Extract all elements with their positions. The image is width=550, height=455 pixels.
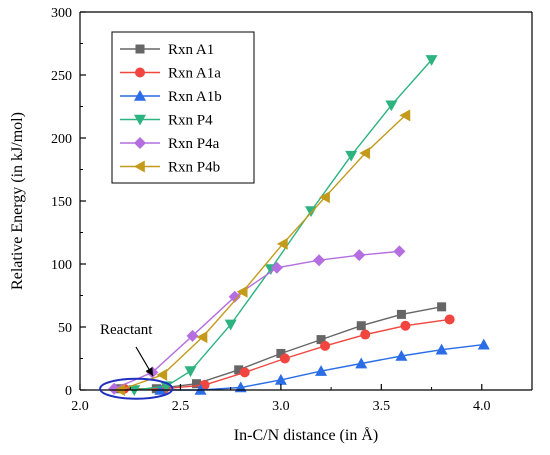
legend-swatch-marker [134, 160, 145, 173]
data-point-rxn-p4 [345, 150, 358, 162]
data-point-rxn-p4b [196, 331, 208, 344]
data-point-rxn-p4a [108, 382, 121, 395]
legend-label: Rxn P4b [168, 160, 220, 176]
legend-item-rxn-a1: Rxn A1 [120, 42, 214, 58]
y-tick-label: 100 [51, 258, 72, 273]
series-line-rxn-p4a [113, 250, 400, 390]
data-point-rxn-a1a [360, 329, 371, 340]
data-point-rxn-a1b [355, 357, 368, 369]
data-point-rxn-a1b [274, 373, 287, 385]
data-point-rxn-p4a [270, 261, 283, 274]
data-point-rxn-a1b [435, 343, 448, 355]
data-point-rxn-a1 [316, 335, 326, 345]
reactant-label: Reactant [100, 322, 153, 338]
series-line-rxn-p4b [119, 114, 406, 391]
data-point-rxn-a1 [396, 309, 406, 319]
data-point-rxn-a1a [400, 320, 411, 331]
data-point-rxn-p4 [385, 100, 398, 112]
legend-swatch-marker [134, 137, 146, 149]
legend-swatch-marker [134, 90, 146, 101]
series-rxn-p4a [108, 245, 406, 395]
reactant-arrowhead [145, 367, 153, 376]
data-point-rxn-p4b [276, 237, 288, 250]
data-point-rxn-a1 [437, 302, 447, 312]
legend-swatch-marker [135, 44, 145, 54]
series-rxn-p4 [128, 55, 438, 396]
x-tick-label: 2.0 [71, 399, 89, 414]
legend-item-rxn-a1a: Rxn A1a [120, 66, 221, 82]
legend-item-rxn-a1b: Rxn A1b [120, 89, 222, 105]
x-tick-label: 3.5 [373, 399, 391, 414]
data-point-rxn-a1 [356, 321, 366, 331]
y-tick-label: 300 [51, 6, 72, 21]
data-point-rxn-a1 [192, 379, 202, 389]
data-point-rxn-p4b [399, 109, 411, 122]
data-point-rxn-p4 [224, 319, 237, 331]
legend-swatch-marker [135, 67, 145, 78]
data-point-rxn-a1a [444, 314, 455, 325]
x-tick-label: 4.0 [473, 399, 491, 414]
data-point-rxn-p4b [319, 191, 330, 204]
data-point-rxn-a1a [239, 367, 250, 378]
legend: Rxn A1 Rxn A1a Rxn A1b Rxn P4 Rxn P4a Rxn P4b [111, 31, 255, 184]
reactant-ellipse [99, 377, 174, 400]
reactant-annotation: Reactant [99, 322, 174, 400]
data-point-rxn-p4a [228, 290, 241, 303]
data-point-rxn-a1b [315, 365, 328, 376]
x-axis-title: In-C/N distance (in Å) [234, 426, 378, 444]
data-point-rxn-p4 [184, 366, 197, 378]
data-point-rxn-a1a [320, 340, 331, 351]
data-point-rxn-p4b [156, 368, 168, 381]
legend-label: Rxn A1 [168, 42, 214, 58]
y-tick-label: 50 [58, 321, 72, 336]
y-tick-label: 150 [51, 195, 72, 210]
data-point-rxn-p4 [425, 55, 438, 66]
y-axis-title: Relative Energy (in kJ/mol) [9, 112, 26, 290]
series-rxn-a1b [154, 338, 490, 395]
legend-label: Rxn P4 [168, 113, 213, 129]
legend-label: Rxn A1a [168, 66, 221, 82]
legend-item-rxn-p4b: Rxn P4b [120, 160, 220, 176]
data-point-rxn-p4b [359, 147, 371, 160]
legend-box [111, 31, 255, 184]
plot-data-layer [108, 55, 490, 396]
data-point-rxn-p4b [236, 285, 248, 298]
legend-item-rxn-p4a: Rxn P4a [120, 136, 220, 152]
y-tick-label: 200 [51, 132, 72, 147]
data-point-rxn-p4a [393, 245, 406, 258]
data-point-rxn-a1 [234, 365, 244, 375]
data-point-rxn-p4a [186, 329, 199, 342]
data-point-rxn-a1a [279, 353, 290, 364]
data-point-rxn-a1b [477, 338, 490, 350]
data-point-rxn-a1b [395, 349, 408, 361]
x-tick-label: 2.5 [172, 399, 190, 414]
data-point-rxn-a1 [276, 348, 286, 358]
axes-layer: 2.0 2.5 3.0 3.5 4.0 0 50 100 150 200 250 300 [51, 6, 533, 414]
series-rxn-p4b [114, 109, 411, 396]
legend-item-rxn-p4: Rxn P4 [120, 113, 213, 129]
legend-swatch-marker [134, 114, 146, 126]
legend-label: Rxn A1b [168, 89, 222, 105]
x-tick-label: 3.0 [272, 399, 290, 414]
legend-label: Rxn P4a [168, 136, 220, 152]
y-tick-label: 250 [51, 69, 72, 84]
data-point-rxn-p4a [313, 254, 326, 267]
data-point-rxn-p4a [353, 249, 366, 262]
y-tick-label: 0 [65, 384, 72, 399]
